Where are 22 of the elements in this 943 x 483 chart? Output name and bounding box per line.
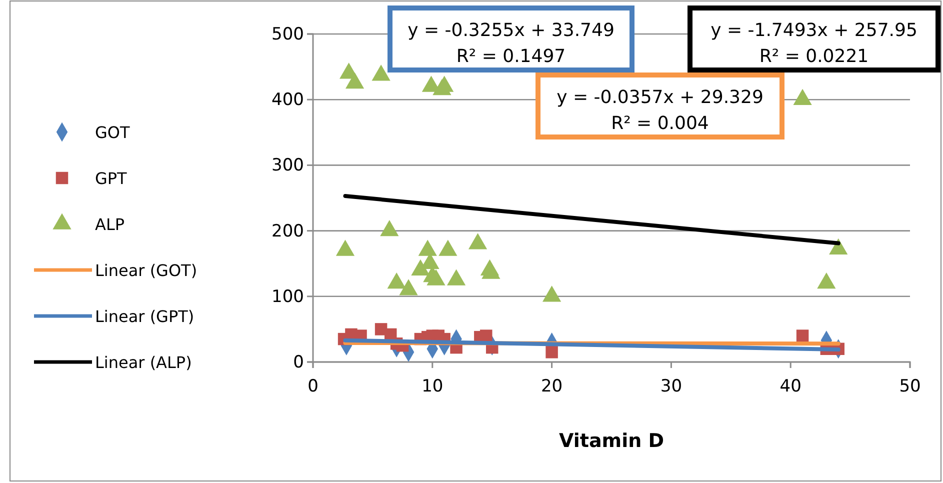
x-tick-label: 50	[899, 376, 921, 396]
y-tick-label: 400	[272, 90, 304, 110]
y-tick-label: 100	[272, 286, 304, 307]
x-tick-label: 10	[422, 376, 444, 396]
x-tick-label: 30	[660, 376, 682, 396]
y-tick-label: 200	[272, 221, 304, 242]
x-axis-title: Vitamin D	[558, 430, 664, 452]
y-tick-label: 0	[293, 352, 304, 372]
x-tick-label: 40	[780, 376, 802, 396]
annotation: y = -0.3255x + 33.749 R² = 0.1497	[408, 20, 614, 67]
legend-label: GPT	[95, 169, 128, 188]
annotation: y = -0.0357x + 29.329 R² = 0.004	[556, 87, 764, 134]
legend-label: GOT	[95, 123, 130, 142]
x-tick-label: 0	[308, 376, 318, 396]
legend-label: Linear (GPT)	[95, 307, 194, 326]
annotation: y = -1.7493x + 257.95 R² = 0.0221	[710, 20, 918, 67]
legend-label: Linear (GOT)	[95, 261, 198, 280]
legend-label: Linear (ALP)	[95, 353, 192, 372]
y-tick-label: 500	[272, 24, 304, 44]
legend-label: ALP	[95, 215, 125, 234]
x-tick-label: 20	[540, 376, 563, 396]
y-tick-label: 300	[272, 156, 304, 176]
